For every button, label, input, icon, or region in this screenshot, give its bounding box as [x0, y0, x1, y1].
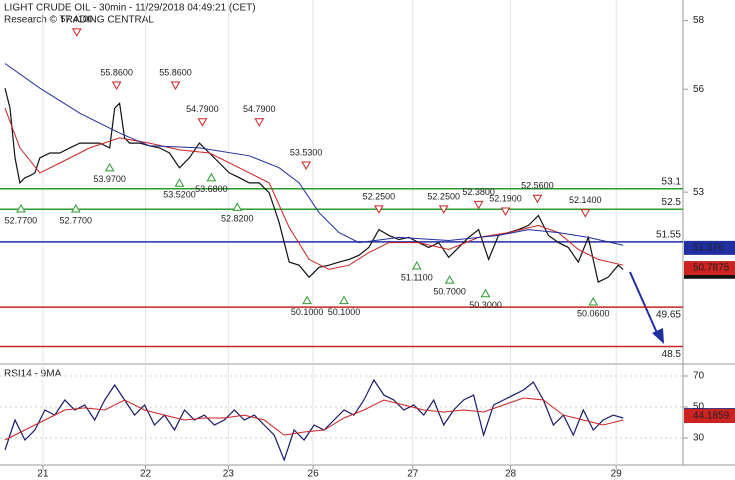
- forecast-arrow: [629, 271, 664, 344]
- last-value-label: 44.1859: [693, 411, 730, 422]
- trough-label: 53.5200: [163, 190, 196, 200]
- peak-label: 52.3800: [462, 187, 495, 197]
- series-line: [4, 378, 624, 462]
- peak-label: 57.4100: [61, 14, 94, 24]
- peak-label: 55.8600: [159, 67, 192, 77]
- peak-label: 52.1900: [489, 193, 522, 203]
- level-label: 51.55: [656, 230, 681, 241]
- x-tick-label: 29: [611, 469, 623, 480]
- chart-title: LIGHT CRUDE OIL - 30min - 11/29/2018 04:…: [4, 3, 256, 14]
- trough-marker: [174, 178, 185, 187]
- level-label: 53.1: [662, 176, 682, 187]
- peak-label: 54.7900: [186, 104, 219, 114]
- peak-marker: [473, 200, 484, 210]
- series-line: [4, 107, 624, 270]
- peak-marker: [170, 81, 181, 91]
- trough-label: 53.9700: [93, 174, 126, 184]
- y-tick-label: 56: [693, 84, 705, 95]
- peak-marker: [374, 205, 384, 214]
- peak-label: 52.2500: [363, 191, 396, 201]
- trough-marker: [480, 288, 491, 298]
- peak-marker: [532, 194, 543, 204]
- last-value-label: 51.376: [693, 243, 724, 254]
- trough-label: 52.7700: [5, 215, 38, 225]
- arrow-shaft: [629, 271, 658, 334]
- level-label: 49.65: [656, 310, 681, 321]
- last-value-box: [684, 240, 735, 255]
- trough-marker: [206, 172, 217, 182]
- peak-marker: [500, 207, 511, 216]
- level-label: 48.5: [662, 349, 682, 360]
- trough-marker: [104, 162, 115, 172]
- y-tick-label: 30: [693, 433, 705, 444]
- peak-label: 52.5600: [521, 181, 554, 191]
- last-value-box: [684, 409, 735, 424]
- y-tick-label: 50: [693, 402, 705, 413]
- trough-label: 50.3000: [469, 300, 502, 310]
- arrow-head: [652, 328, 664, 344]
- last-value-box: [684, 261, 735, 276]
- y-tick-label: 58: [693, 15, 705, 26]
- trough-marker: [588, 297, 599, 306]
- series-line: [4, 63, 624, 246]
- last-value-label: 50.7875: [693, 263, 730, 274]
- x-tick-label: 28: [505, 469, 517, 480]
- trough-marker: [444, 275, 455, 284]
- x-tick-label: 22: [140, 469, 152, 480]
- peak-label: 53.5300: [290, 147, 323, 157]
- x-tick-label: 23: [223, 469, 235, 480]
- peak-label: 52.1400: [569, 195, 602, 205]
- trough-label: 50.0600: [577, 308, 610, 318]
- peak-marker: [111, 81, 122, 91]
- x-tick-label: 21: [37, 469, 49, 480]
- peak-marker: [254, 118, 265, 127]
- peak-marker: [197, 118, 208, 127]
- trough-label: 52.7700: [60, 215, 93, 225]
- trough-label: 52.8200: [221, 214, 254, 224]
- x-tick-label: 26: [308, 469, 320, 480]
- y-tick-label: 70: [693, 371, 705, 382]
- y-tick-label: 53: [693, 187, 705, 198]
- peak-marker: [71, 28, 82, 37]
- trough-label: 51.1100: [401, 272, 433, 282]
- peak-label: 52.2500: [427, 191, 460, 201]
- trough-marker: [411, 260, 422, 270]
- peak-label: 55.8600: [100, 67, 133, 77]
- peak-marker: [580, 209, 591, 218]
- chart-subtitle: Research © TRADING CENTRAL: [4, 15, 154, 26]
- peak-marker: [438, 205, 449, 214]
- peak-label: 54.7900: [243, 104, 276, 114]
- trough-marker: [70, 204, 81, 213]
- trough-marker: [232, 202, 243, 211]
- trough-marker: [16, 204, 26, 213]
- x-tick-label: 27: [407, 469, 419, 480]
- trough-label: 50.1000: [291, 307, 324, 317]
- peak-marker: [301, 161, 311, 170]
- series-line: [4, 397, 624, 441]
- trough-label: 53.6800: [195, 184, 228, 194]
- trough-marker: [302, 295, 312, 305]
- level-label: 52.5: [662, 197, 682, 208]
- trough-label: 50.1000: [328, 307, 361, 317]
- trough-marker: [339, 295, 349, 305]
- rsi-title: RSI14 - 9MA: [4, 369, 62, 380]
- trough-label: 50.7000: [433, 286, 466, 296]
